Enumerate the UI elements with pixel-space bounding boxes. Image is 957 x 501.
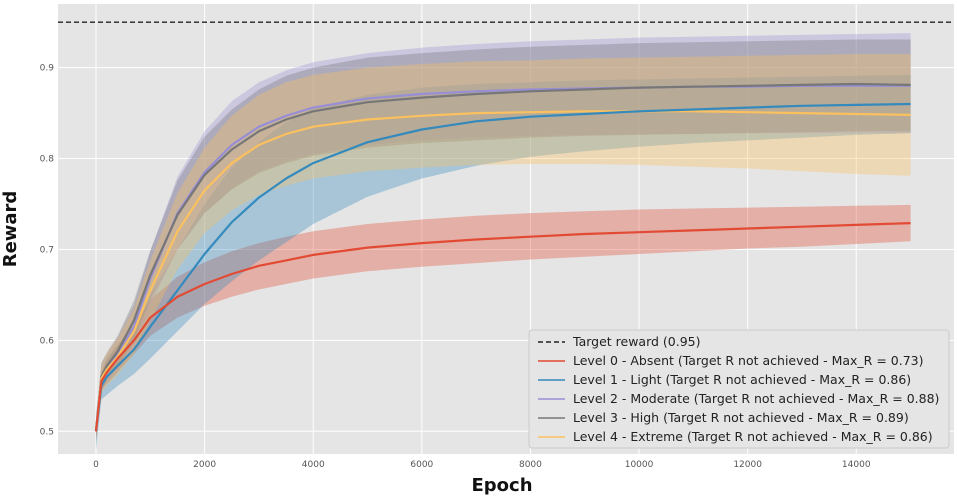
series-line-level-4 (94, 110, 911, 432)
tick-labels: 0 2000 4000 6000 8000 10000 12000 14000 0.5 0.6 0.… (40, 64, 871, 470)
x-tick-label: 10000 (625, 460, 654, 470)
series-line-level-0 (94, 222, 911, 432)
x-tick-label: 8000 (519, 460, 542, 470)
legend: Target reward (0.95) Level 0 - Absent (T… (528, 329, 950, 449)
legend-entry-level-2: Level 2 - Moderate (Target R not achieve… (573, 391, 939, 406)
legend-entry-level-1: Level 1 - Light (Target R not achieved -… (573, 372, 911, 387)
x-tick-label: 0 (93, 460, 99, 470)
legend-entry-level-0: Level 0 - Absent (Target R not achieved … (573, 353, 924, 368)
legend-entry-level-4: Level 4 - Extreme (Target R not achieved… (573, 429, 933, 444)
x-tick-label: 14000 (842, 460, 871, 470)
legend-box (528, 329, 950, 449)
y-tick-label: 0.6 (40, 336, 55, 346)
series-lines (94, 82, 911, 432)
x-tick-label: 2000 (193, 460, 216, 470)
y-tick-label: 0.7 (40, 245, 54, 255)
y-tick-label: 0.5 (40, 427, 54, 437)
series-line-level-3 (94, 82, 911, 432)
confidence-band-level-1 (96, 74, 911, 450)
confidence-band-level-0 (96, 204, 911, 441)
x-tick-label: 6000 (410, 460, 433, 470)
y-tick-label: 0.9 (40, 64, 55, 74)
legend-entry-level-3: Level 3 - High (Target R not achieved - … (573, 410, 909, 425)
confidence-band-level-3 (96, 39, 911, 441)
legend-entry-target: Target reward (0.95) (572, 334, 701, 349)
y-axis-title: Reward (0, 191, 21, 268)
y-tick-label: 0.8 (40, 155, 55, 165)
series-line-level-1 (94, 102, 911, 432)
x-tick-label: 4000 (302, 460, 325, 470)
confidence-bands (96, 33, 911, 450)
confidence-band-level-2 (96, 33, 911, 441)
confidence-band-level-4 (96, 54, 911, 441)
x-axis-title: Epoch (471, 475, 532, 496)
x-tick-label: 12000 (733, 460, 762, 470)
